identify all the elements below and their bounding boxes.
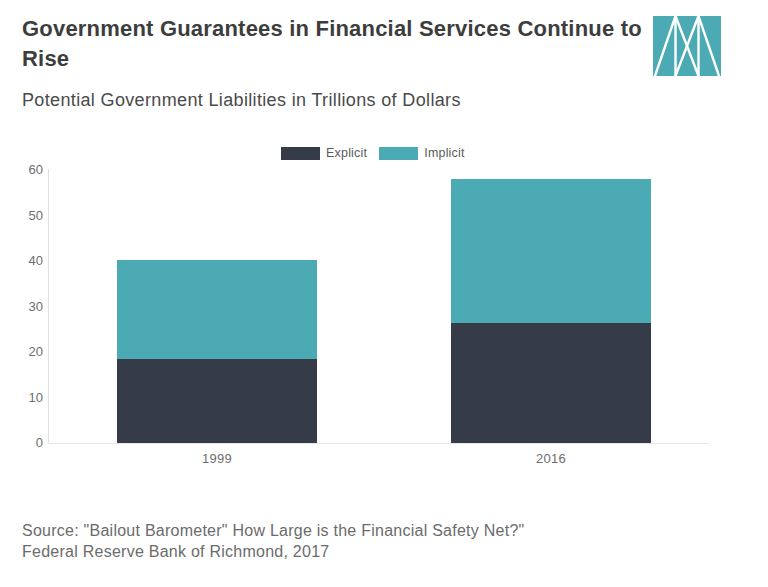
stacked-bar-1999 — [117, 260, 317, 443]
bar-segment-explicit-2016 — [451, 323, 651, 443]
chart-legend: Explicit Implicit — [281, 146, 465, 160]
bar-segment-implicit-1999 — [117, 260, 317, 359]
x-axis-label-2016: 2016 — [451, 451, 651, 467]
plot-area: Explicit Implicit 0 10 20 30 40 50 60 1999 2016 — [0, 0, 768, 500]
y-axis-tick-label-0: 0 — [13, 435, 43, 451]
legend-label-implicit: Implicit — [424, 146, 465, 160]
legend-label-explicit: Explicit — [326, 146, 367, 160]
source-line-1: Source: "Bailout Barometer" How Large is… — [22, 520, 722, 541]
y-axis-tick-label-60: 60 — [13, 162, 43, 178]
x-axis-label-1999: 1999 — [117, 451, 317, 467]
y-axis-tick-label-20: 20 — [13, 344, 43, 360]
y-axis-tick-label-30: 30 — [13, 299, 43, 315]
x-axis-baseline — [48, 443, 709, 444]
legend-swatch-implicit-icon — [379, 147, 418, 160]
y-axis-tick-label-50: 50 — [13, 208, 43, 224]
legend-item-explicit: Explicit — [281, 146, 367, 160]
stacked-bar-2016 — [451, 179, 651, 443]
bar-segment-explicit-1999 — [117, 359, 317, 443]
y-axis-line — [48, 169, 49, 443]
y-axis-tick-label-10: 10 — [13, 390, 43, 406]
source-line-2: Federal Reserve Bank of Richmond, 2017 — [22, 541, 722, 562]
legend-swatch-explicit-icon — [281, 147, 320, 160]
source-citation: Source: "Bailout Barometer" How Large is… — [22, 520, 722, 562]
y-axis-tick-label-40: 40 — [13, 253, 43, 269]
bar-segment-implicit-2016 — [451, 179, 651, 323]
legend-item-implicit: Implicit — [379, 146, 465, 160]
